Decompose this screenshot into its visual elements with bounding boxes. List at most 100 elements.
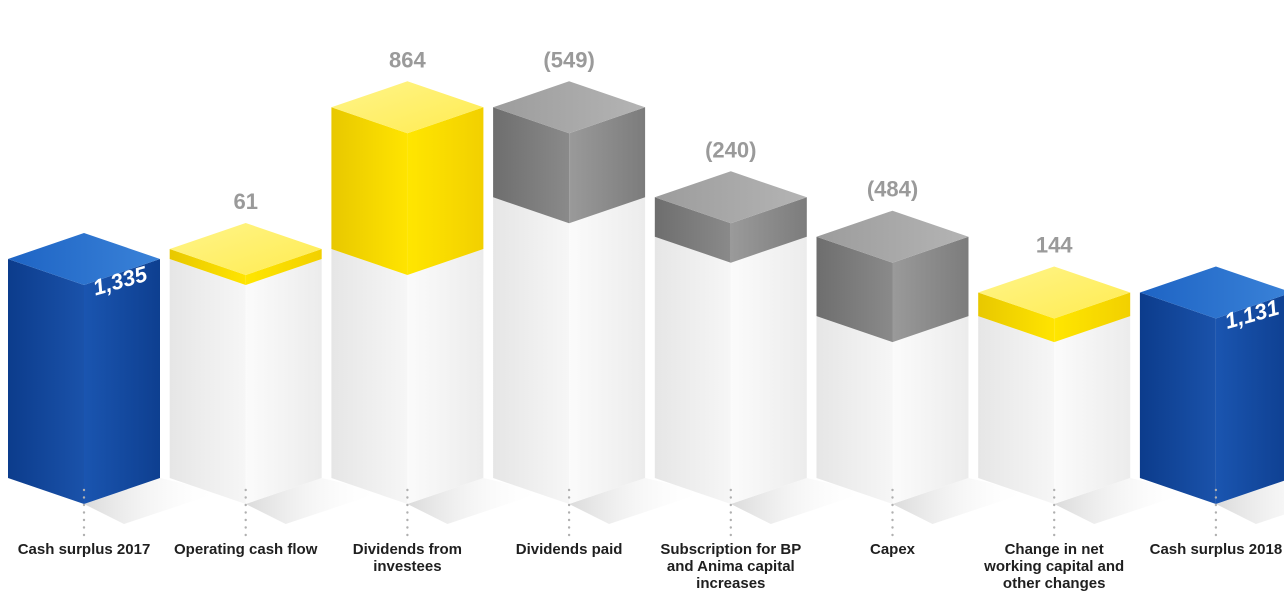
bar-delta-side (730, 197, 807, 263)
value-label-2: 61 (233, 189, 257, 214)
guide-dot (1214, 518, 1218, 522)
bar-base-front (331, 249, 408, 504)
guide-dot (82, 496, 86, 499)
category-label-7: Change in net working capital and other … (984, 541, 1125, 592)
guide-dot (406, 511, 409, 514)
bar-delta-top (331, 81, 484, 134)
guide-dot (891, 533, 894, 537)
bar-delta-front (816, 236, 893, 343)
bar-delta-top (493, 81, 646, 134)
bar-2 (169, 223, 382, 524)
bar-shadow (407, 478, 544, 524)
guide-dot (82, 518, 86, 522)
value-label-5: (240) (705, 137, 756, 162)
guide-dot (567, 503, 571, 507)
bar-base-front (654, 236, 731, 504)
bar-delta-top (654, 171, 807, 224)
bar-delta-top (816, 210, 969, 263)
guide-dot (891, 503, 894, 507)
guide-dot (1053, 533, 1056, 537)
guide-dot (406, 488, 409, 492)
guide-dot (1214, 488, 1218, 492)
bar-base-side (569, 197, 646, 505)
bar-base-side (407, 249, 484, 504)
bar-delta-side (892, 236, 969, 343)
guide-dot (406, 526, 409, 529)
bar-base-side (1054, 316, 1131, 504)
value-label-6: (484) (867, 177, 918, 202)
bar-delta-front (493, 107, 570, 224)
bar-front-face (1139, 292, 1216, 504)
bar-6 (816, 210, 1029, 524)
bar-base-side (245, 259, 322, 504)
guide-dot (891, 511, 894, 514)
guide-dot (244, 496, 247, 499)
bar-base-front (978, 316, 1055, 504)
guide-dot (567, 511, 571, 514)
guide-dot (1053, 503, 1056, 507)
bar-8 (1139, 266, 1284, 524)
guide-dot (891, 526, 894, 529)
guide-dot (729, 511, 732, 514)
bar-1 (8, 233, 220, 524)
bar-delta-front (654, 197, 731, 263)
guide-dot (406, 496, 409, 499)
guide-dot (244, 503, 247, 507)
bar-base-side (892, 316, 969, 504)
bar-base-front (169, 259, 246, 504)
bar-front-face (8, 259, 84, 504)
bar-side-face (1215, 295, 1284, 504)
bar-7 (978, 266, 1191, 524)
bar-shadow (730, 478, 867, 524)
bar-top-face (8, 233, 160, 285)
category-label-8: Cash surplus 2018 (1149, 541, 1283, 558)
guide-dot (729, 503, 732, 507)
bar-shadow (1054, 478, 1191, 524)
bar-base-front (816, 316, 893, 504)
guide-dot (1214, 496, 1218, 499)
guide-dot (406, 518, 409, 522)
guide-dot (406, 533, 409, 537)
guide-dot (244, 518, 247, 522)
bar-3 (331, 81, 544, 524)
value-label-4: (549) (543, 47, 594, 72)
guide-dot (406, 503, 409, 507)
bar-delta-front (169, 249, 246, 285)
bar-shadow (245, 478, 382, 524)
guide-dot (891, 496, 894, 499)
guide-dot (1053, 511, 1056, 514)
guide-dot (567, 496, 571, 499)
value-label-7: 144 (1036, 232, 1073, 257)
value-label-3: 864 (389, 47, 426, 72)
bar-shadow (1215, 480, 1284, 524)
guide-dot (729, 518, 732, 522)
guide-dot (82, 488, 86, 492)
guide-dot (1053, 496, 1056, 499)
guide-dot (244, 511, 247, 514)
guide-dot (82, 526, 86, 529)
bar-delta-top (978, 266, 1131, 319)
bar-delta-side (569, 107, 646, 224)
guide-dot (82, 503, 86, 507)
guide-dot (1053, 488, 1056, 492)
bar-delta-top (169, 223, 322, 275)
guide-dot (567, 488, 571, 492)
guide-dot (567, 526, 571, 529)
guide-dot (1053, 526, 1056, 529)
category-label-4: Dividends paid (515, 541, 623, 558)
category-label-6: Capex (869, 541, 916, 558)
category-label-5: Subscription for BP and Anima capital in… (660, 541, 802, 592)
guide-dot (891, 488, 894, 492)
guide-dot (244, 533, 247, 537)
bar-shadow (569, 478, 706, 524)
guide-dot (1053, 518, 1056, 522)
bar-top-face (1139, 266, 1284, 319)
guide-dot (244, 526, 247, 529)
guide-dots-group (82, 488, 1218, 537)
bar-delta-front (978, 292, 1055, 343)
guide-dot (729, 533, 732, 537)
guide-dot (729, 488, 732, 492)
guide-dot (1214, 503, 1218, 507)
guide-dot (567, 518, 571, 522)
guide-dot (729, 496, 732, 499)
